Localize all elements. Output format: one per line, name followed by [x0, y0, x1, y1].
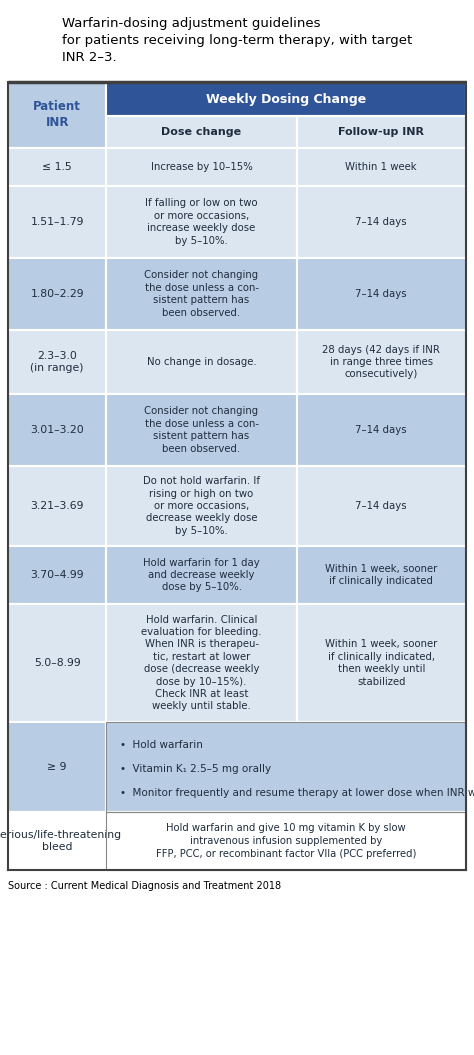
Text: 28 days (42 days if INR
in range three times
consecutively): 28 days (42 days if INR in range three t…	[322, 345, 440, 380]
Bar	[8, 148, 107, 186]
Bar	[297, 605, 466, 722]
Text: 2.3–3.0
(in range): 2.3–3.0 (in range)	[30, 351, 84, 373]
Bar	[297, 148, 466, 186]
Bar	[107, 812, 466, 870]
Text: Consider not changing
the dose unless a con-
sistent pattern has
been observed.: Consider not changing the dose unless a …	[145, 270, 259, 318]
Text: Within 1 week, sooner
if clinically indicated,
then weekly until
stabilized: Within 1 week, sooner if clinically indi…	[325, 639, 438, 687]
Text: •  Hold warfarin: • Hold warfarin	[120, 740, 203, 750]
Bar	[8, 258, 107, 330]
Text: Hold warfarin and give 10 mg vitamin K by slow
intravenous infusion supplemented: Hold warfarin and give 10 mg vitamin K b…	[156, 823, 417, 859]
Bar	[297, 258, 466, 330]
Bar	[107, 722, 466, 812]
Bar	[8, 82, 107, 148]
Text: 7–14 days: 7–14 days	[356, 289, 407, 299]
Bar	[297, 546, 466, 605]
Text: No change in dosage.: No change in dosage.	[146, 357, 256, 367]
Bar	[297, 466, 466, 546]
Text: Increase by 10–15%: Increase by 10–15%	[151, 162, 252, 172]
Bar	[8, 394, 107, 466]
Text: If falling or low on two
or more occasions,
increase weekly dose
by 5–10%.: If falling or low on two or more occasio…	[145, 198, 258, 246]
Text: 7–14 days: 7–14 days	[356, 501, 407, 511]
Text: Follow-up INR: Follow-up INR	[338, 127, 424, 137]
Text: 7–14 days: 7–14 days	[356, 425, 407, 435]
Bar	[8, 812, 107, 870]
Text: Consider not changing
the dose unless a con-
sistent pattern has
been observed.: Consider not changing the dose unless a …	[145, 406, 259, 454]
Text: 1.51–1.79: 1.51–1.79	[30, 217, 84, 227]
Text: 3.21–3.69: 3.21–3.69	[30, 501, 84, 511]
Bar	[297, 116, 466, 148]
Bar	[107, 186, 297, 258]
Bar	[107, 812, 466, 870]
Bar	[8, 186, 107, 258]
Bar	[107, 330, 297, 394]
Bar	[107, 466, 297, 546]
Text: ≥ 9: ≥ 9	[47, 762, 67, 772]
Bar	[8, 466, 107, 546]
Bar	[107, 605, 297, 722]
Text: Patient
INR: Patient INR	[33, 100, 81, 130]
Bar	[107, 258, 297, 330]
Text: Do not hold warfarin. If
rising or high on two
or more occasions,
decrease weekl: Do not hold warfarin. If rising or high …	[143, 476, 260, 536]
Text: Weekly Dosing Change: Weekly Dosing Change	[206, 93, 366, 106]
Bar	[297, 330, 466, 394]
Text: Dose change: Dose change	[162, 127, 242, 137]
Bar	[107, 116, 297, 148]
Text: Within 1 week, sooner
if clinically indicated: Within 1 week, sooner if clinically indi…	[325, 563, 438, 587]
Text: 3.01–3.20: 3.01–3.20	[30, 425, 84, 435]
Bar	[8, 722, 107, 812]
Text: Serious/life-threatening
bleed: Serious/life-threatening bleed	[0, 830, 121, 852]
Bar	[8, 330, 107, 394]
Text: Hold warfarin. Clinical
evaluation for bleeding.
When INR is therapeu-
tic, rest: Hold warfarin. Clinical evaluation for b…	[141, 615, 262, 711]
Text: •  Monitor frequently and resume therapy at lower dose when INR within therapeut: • Monitor frequently and resume therapy …	[120, 788, 474, 798]
Text: 5.0–8.99: 5.0–8.99	[34, 658, 81, 668]
Text: •  Vitamin K₁ 2.5–5 mg orally: • Vitamin K₁ 2.5–5 mg orally	[120, 764, 272, 773]
Bar	[107, 546, 297, 605]
Text: Warfarin-dosing adjustment guidelines
for patients receiving long-term therapy, : Warfarin-dosing adjustment guidelines fo…	[62, 17, 412, 64]
Bar	[107, 394, 297, 466]
Bar	[8, 546, 107, 605]
Bar	[107, 82, 466, 116]
Text: 7–14 days: 7–14 days	[356, 217, 407, 227]
Bar	[297, 186, 466, 258]
Text: Within 1 week: Within 1 week	[346, 162, 417, 172]
Text: ≤ 1.5: ≤ 1.5	[42, 162, 72, 172]
Bar	[8, 605, 107, 722]
Bar	[107, 148, 297, 186]
Text: 3.70–4.99: 3.70–4.99	[30, 570, 84, 580]
Text: 1.80–2.29: 1.80–2.29	[30, 289, 84, 299]
Text: Hold warfarin for 1 day
and decrease weekly
dose by 5–10%.: Hold warfarin for 1 day and decrease wee…	[143, 558, 260, 593]
Text: Source : Current Medical Diagnosis and Treatment 2018: Source : Current Medical Diagnosis and T…	[8, 881, 281, 891]
Bar	[107, 722, 466, 812]
Bar	[297, 394, 466, 466]
